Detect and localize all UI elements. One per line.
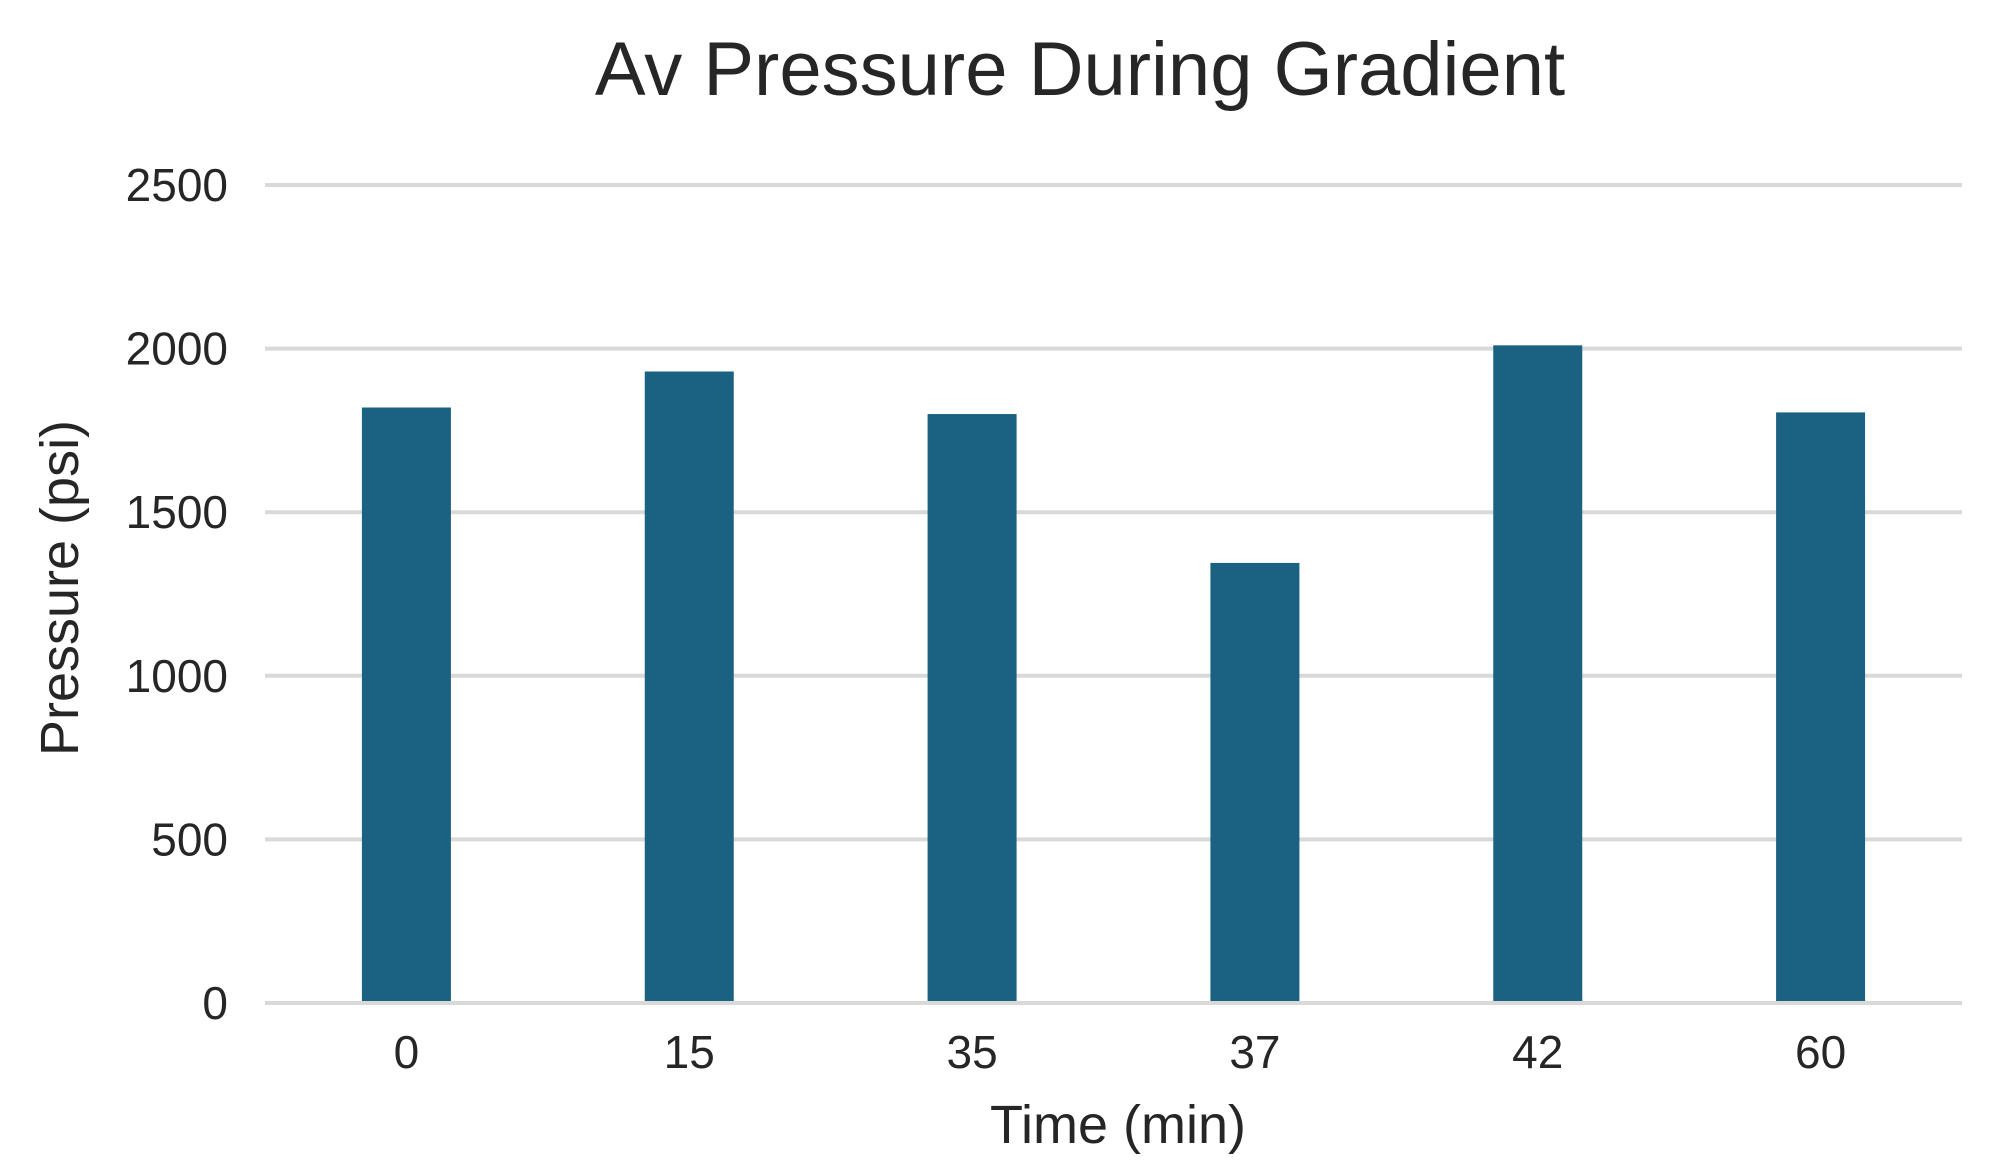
x-axis-ticks: 0 15 35 37 42 60 — [394, 1026, 1847, 1078]
y-tick-label: 2000 — [126, 323, 228, 375]
x-tick-label: 15 — [664, 1026, 715, 1078]
bars — [361, 345, 1866, 1002]
y-axis-ticks: 0 500 1000 1500 2000 2500 — [126, 159, 228, 1029]
x-tick-label: 42 — [1512, 1026, 1563, 1078]
x-tick-label: 37 — [1229, 1026, 1280, 1078]
y-axis-label: Pressure (psi) — [30, 420, 90, 756]
y-tick-label: 1500 — [126, 486, 228, 538]
y-tick-label: 1000 — [126, 650, 228, 702]
bar-35 — [927, 414, 1017, 1001]
bar-0 — [361, 407, 451, 1002]
y-tick-label: 500 — [151, 813, 228, 865]
gridlines — [265, 183, 1962, 1005]
bar-15 — [644, 371, 734, 1001]
x-tick-label: 0 — [394, 1026, 420, 1078]
x-tick-label: 35 — [946, 1026, 997, 1078]
y-tick-label: 0 — [202, 977, 228, 1029]
x-axis-label: Time (min) — [990, 1095, 1246, 1155]
bar-37 — [1210, 562, 1300, 1001]
chart-title: Av Pressure During Gradient — [595, 27, 1565, 112]
y-tick-label: 2500 — [126, 159, 228, 211]
bar-42 — [1493, 345, 1583, 1001]
bar-60 — [1776, 412, 1866, 1001]
x-tick-label: 60 — [1795, 1026, 1846, 1078]
